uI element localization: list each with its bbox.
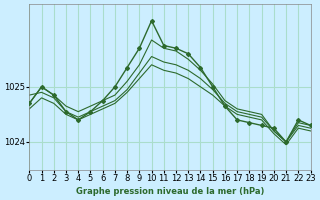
- X-axis label: Graphe pression niveau de la mer (hPa): Graphe pression niveau de la mer (hPa): [76, 187, 264, 196]
